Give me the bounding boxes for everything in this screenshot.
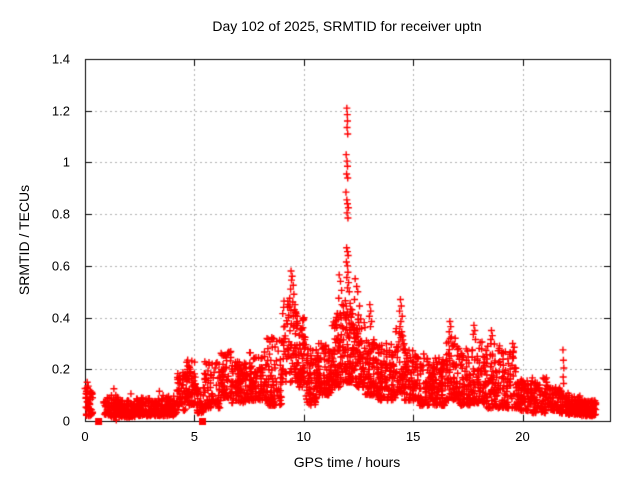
x-tick-label: 15 (405, 429, 421, 444)
y-tick-label: 0.6 (51, 258, 70, 274)
y-tick-label: 0 (62, 413, 70, 429)
y-tick-label: 0.4 (51, 310, 70, 326)
x-tick-label: 5 (190, 429, 198, 444)
y-tick-label: 1.4 (51, 51, 70, 67)
y-tick-label: 0.2 (51, 361, 70, 377)
x-tick-label: 10 (296, 429, 311, 444)
y-axis-label: SRMTID / TECUs (16, 184, 32, 296)
x-tick-label: 0 (81, 429, 89, 444)
y-tick-label: 1.2 (51, 103, 70, 119)
y-tick-label: 1 (62, 154, 70, 170)
x-tick-label: 20 (515, 429, 530, 444)
chart-title: Day 102 of 2025, SRMTID for receiver upt… (212, 18, 482, 34)
x-axis-label: GPS time / hours (293, 454, 401, 470)
y-tick-label: 0.8 (51, 206, 70, 222)
